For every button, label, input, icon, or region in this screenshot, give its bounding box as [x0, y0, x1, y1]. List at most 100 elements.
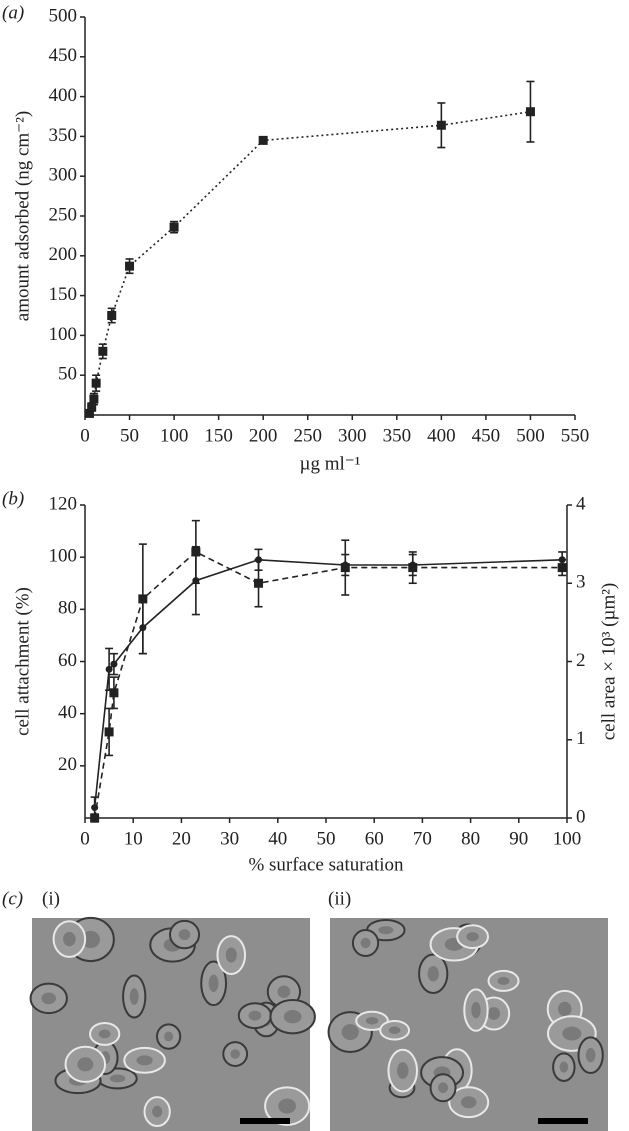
series-line: [93, 558, 563, 808]
x-tick-label: 10: [124, 828, 143, 849]
x-tick-label: 350: [383, 425, 412, 446]
data-point: [340, 563, 350, 573]
data-point: [90, 813, 100, 823]
data-point: [110, 660, 118, 668]
y-tick-label: 60: [58, 650, 77, 671]
x-tick-label: 60: [365, 828, 384, 849]
nucleus: [278, 1098, 296, 1114]
x-tick-label: 50: [317, 828, 336, 849]
y2-tick-label: 1: [576, 728, 586, 749]
series-line: [88, 110, 531, 414]
nucleus: [163, 1031, 174, 1042]
nucleus: [559, 1061, 569, 1073]
nucleus: [466, 932, 479, 942]
nucleus: [378, 926, 394, 935]
data-point: [557, 563, 567, 573]
nucleus: [388, 1026, 401, 1034]
y-tick-label: 150: [49, 284, 78, 305]
image-label: (ii): [328, 888, 351, 909]
y-tick-label: 400: [49, 85, 78, 106]
nucleus: [225, 947, 237, 963]
y-tick-label: 100: [49, 546, 78, 567]
data-point: [98, 346, 108, 356]
data-point: [125, 261, 135, 271]
x-tick-label: 100: [160, 425, 189, 446]
x-tick-label: 80: [461, 828, 480, 849]
series-line: [93, 550, 563, 819]
x-tick-label: 50: [120, 425, 139, 446]
nucleus: [230, 1049, 240, 1059]
x-tick-label: 90: [509, 828, 528, 849]
nucleus: [460, 1096, 477, 1109]
nucleus: [397, 1062, 409, 1079]
nucleus: [77, 1057, 94, 1072]
y-tick-label: 300: [49, 165, 78, 186]
x-tick-label: 500: [516, 425, 545, 446]
image-label: (i): [42, 888, 60, 909]
x-tick-label: 400: [427, 425, 456, 446]
data-point: [138, 594, 148, 604]
nucleus: [98, 1029, 111, 1039]
x-tick-label: 150: [204, 425, 233, 446]
nucleus: [152, 1105, 163, 1118]
nucleus: [41, 992, 57, 1005]
x-tick-label: 250: [293, 425, 322, 446]
panel-label: (a): [2, 2, 24, 23]
y2-tick-label: 4: [576, 493, 586, 514]
scale-bar: [538, 1118, 588, 1124]
data-point: [107, 311, 117, 320]
nucleus: [585, 1048, 596, 1063]
panel-label: (b): [2, 488, 24, 509]
x-tick-label: 0: [80, 828, 90, 849]
nucleus: [562, 1026, 582, 1041]
nucleus: [471, 1001, 481, 1019]
data-point: [109, 688, 119, 698]
nucleus: [81, 930, 100, 949]
y-tick-label: 450: [49, 45, 78, 66]
y-tick-label: 350: [49, 125, 78, 146]
y-axis-label: amount adsorbed (ng cm⁻²): [12, 111, 33, 321]
nucleus: [63, 931, 76, 947]
nucleus: [360, 937, 371, 949]
y-tick-label: 50: [58, 364, 77, 385]
data-point: [254, 578, 264, 588]
panel-label: (c): [2, 888, 23, 909]
data-point: [84, 408, 94, 418]
nucleus: [497, 976, 510, 985]
data-point: [169, 222, 179, 232]
nucleus: [365, 1017, 379, 1025]
y-tick-label: 250: [49, 204, 78, 225]
y-tick-label: 500: [49, 5, 78, 26]
nucleus: [248, 1010, 262, 1021]
nucleus: [136, 1055, 153, 1066]
y-tick-label: 80: [58, 598, 77, 619]
x-tick-label: 100: [553, 828, 582, 849]
data-point: [525, 107, 535, 117]
micrograph: [29, 916, 316, 1131]
nucleus: [277, 985, 291, 998]
y-tick-label: 20: [58, 754, 77, 775]
data-point: [104, 727, 114, 737]
y2-tick-label: 0: [576, 806, 586, 827]
y-tick-label: 40: [58, 702, 77, 723]
x-axis-label: % surface saturation: [248, 854, 404, 875]
data-point: [436, 120, 446, 130]
nucleus: [178, 929, 191, 941]
x-tick-label: 20: [172, 828, 191, 849]
y-tick-label: 200: [49, 244, 78, 265]
nucleus: [341, 1024, 359, 1041]
data-point: [87, 402, 97, 412]
x-tick-label: 70: [413, 828, 432, 849]
nucleus: [129, 988, 139, 1005]
nucleus: [208, 974, 219, 993]
y-tick-label: 120: [49, 493, 78, 514]
nucleus: [557, 1001, 572, 1017]
nucleus: [487, 1007, 501, 1020]
nucleus: [427, 966, 439, 982]
y2-tick-label: 3: [576, 572, 586, 593]
y-axis-label: cell attachment (%): [12, 587, 33, 736]
x-tick-label: 0: [80, 425, 90, 446]
x-tick-label: 450: [472, 425, 501, 446]
x-axis-label: µg ml⁻¹: [300, 453, 361, 474]
